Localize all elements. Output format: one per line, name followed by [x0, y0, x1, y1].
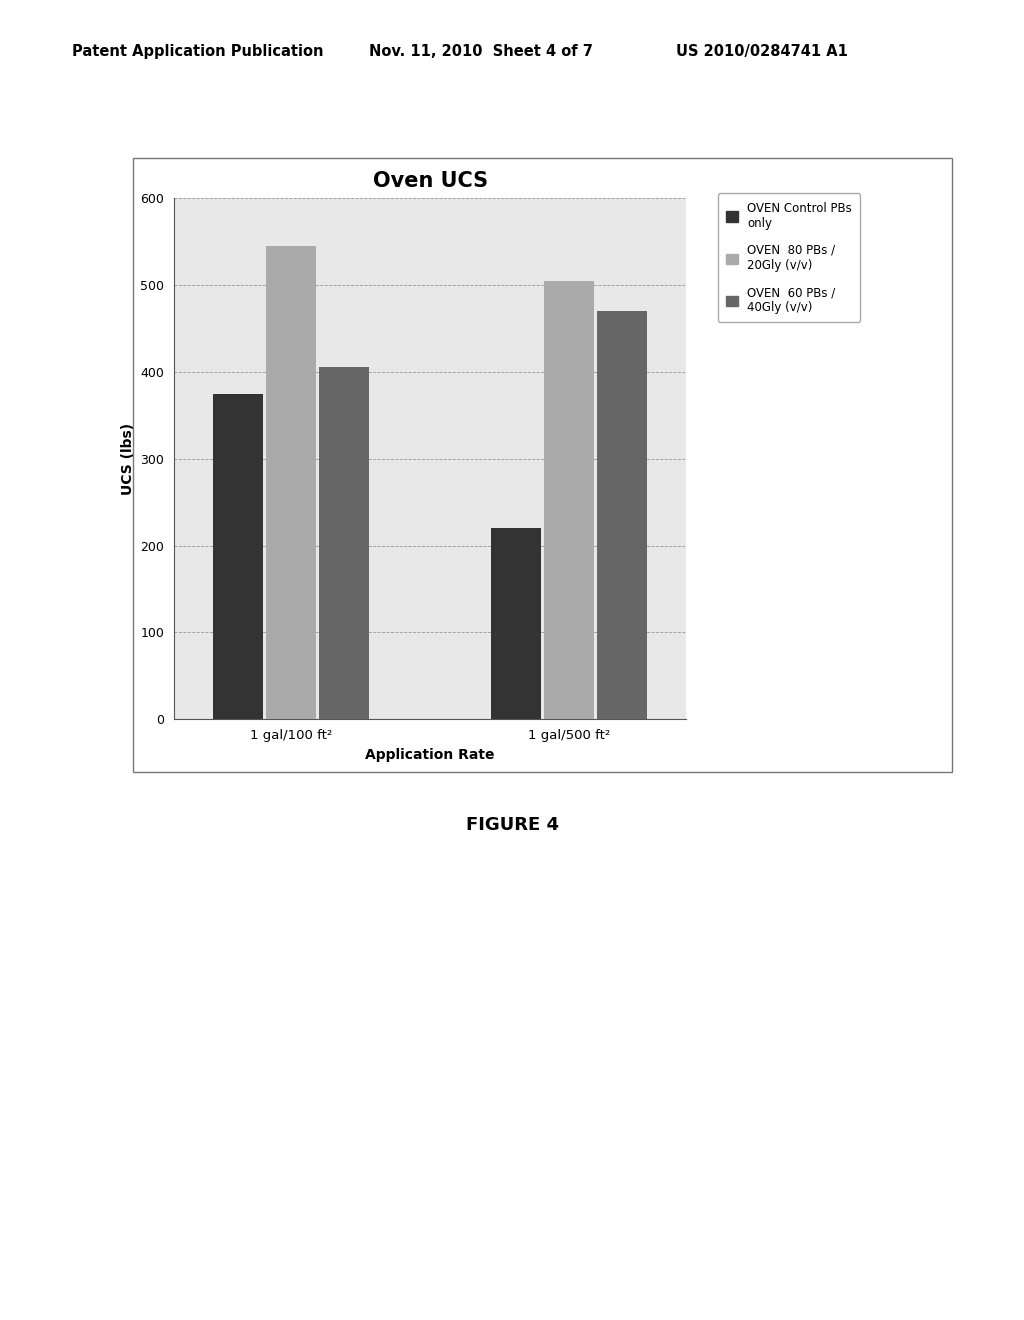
Text: US 2010/0284741 A1: US 2010/0284741 A1 [676, 44, 848, 58]
Text: Nov. 11, 2010  Sheet 4 of 7: Nov. 11, 2010 Sheet 4 of 7 [369, 44, 593, 58]
Bar [492, 528, 542, 719]
Y-axis label: UCS (lbs): UCS (lbs) [121, 422, 135, 495]
Text: FIGURE 4: FIGURE 4 [466, 816, 558, 834]
Bar [266, 246, 316, 719]
Bar [597, 312, 647, 719]
Title: Oven UCS: Oven UCS [373, 170, 487, 191]
Bar [318, 367, 369, 719]
Bar [213, 393, 263, 719]
Legend: OVEN Control PBs
only, OVEN  80 PBs /
20Gly (v/v), OVEN  60 PBs /
40Gly (v/v): OVEN Control PBs only, OVEN 80 PBs / 20G… [718, 194, 860, 322]
X-axis label: Application Rate: Application Rate [366, 747, 495, 762]
Text: Patent Application Publication: Patent Application Publication [72, 44, 324, 58]
Bar [544, 281, 594, 719]
